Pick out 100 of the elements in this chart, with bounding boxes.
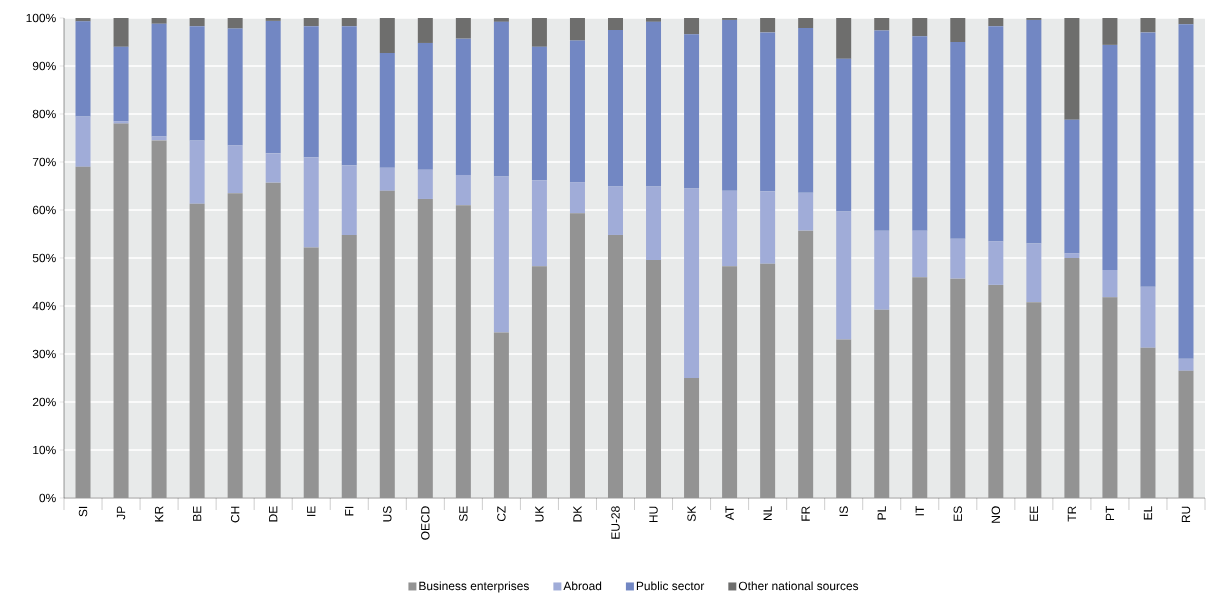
bar [836, 211, 852, 340]
bar [227, 193, 243, 498]
bar [531, 18, 547, 47]
bar [265, 18, 281, 21]
bar [531, 266, 547, 498]
bar [607, 186, 623, 235]
bar [569, 40, 585, 183]
bar [607, 18, 623, 30]
x-tick-label: JP [116, 506, 126, 520]
bar [874, 30, 890, 231]
bar [569, 213, 585, 498]
bar [417, 169, 433, 199]
bar [151, 23, 167, 137]
bar [684, 378, 700, 498]
bar [684, 34, 700, 189]
bar [379, 190, 395, 498]
x-tick-label: AT [725, 506, 734, 521]
bar [646, 18, 662, 22]
x-tick-label: SE [459, 506, 468, 522]
bar [798, 18, 814, 29]
bar [950, 278, 966, 498]
bar [151, 140, 167, 498]
bar [189, 18, 205, 27]
bar [531, 180, 547, 267]
bar [798, 192, 814, 231]
x-tick-label: DE [269, 506, 278, 522]
y-tick-label: 0% [39, 493, 56, 503]
bar [836, 339, 852, 498]
bar [189, 203, 205, 498]
bar [1102, 270, 1118, 298]
y-tick-label: 30% [32, 349, 56, 359]
bar [1178, 24, 1194, 359]
y-tick-label: 60% [32, 205, 56, 215]
y-tick-label: 50% [32, 253, 56, 263]
bar [417, 198, 433, 498]
bar [227, 28, 243, 146]
bar [988, 241, 1004, 285]
bar [455, 205, 471, 498]
bar [1064, 253, 1080, 258]
x-tick-label: EL [1143, 506, 1153, 520]
bar [265, 182, 281, 498]
x-tick-label: FI [345, 506, 354, 516]
bar [455, 18, 471, 39]
bar [1026, 19, 1042, 244]
bar [646, 21, 662, 187]
bar [303, 157, 319, 248]
bar [531, 46, 547, 181]
x-tick-label: PT [1105, 506, 1115, 521]
bar [493, 21, 509, 177]
x-tick-label: RU [1181, 506, 1191, 523]
y-tick-label: 20% [32, 397, 56, 407]
bar [265, 20, 281, 154]
bar [75, 116, 91, 167]
bar [836, 18, 852, 59]
bar [722, 266, 738, 498]
x-tick-label: HU [649, 506, 658, 523]
x-tick-label: EE [1029, 506, 1038, 521]
x-tick-label: IS [839, 506, 848, 516]
bar [798, 28, 814, 193]
bar [303, 18, 319, 27]
bar [417, 18, 433, 43]
bar [341, 165, 357, 235]
bar [303, 26, 319, 158]
bar [1026, 243, 1042, 303]
legend-label: Public sector [636, 581, 705, 591]
bar [189, 26, 205, 141]
legend-label: Abroad [563, 581, 602, 591]
bar [1102, 44, 1118, 270]
bar [950, 18, 966, 42]
bar [836, 58, 852, 212]
bar [341, 26, 357, 166]
x-tick-label: UK [535, 505, 544, 522]
bar [760, 32, 776, 192]
bar [341, 18, 357, 27]
y-tick-label: 40% [32, 301, 56, 311]
x-tick-label: BE [193, 506, 202, 521]
x-tick-label: SK [687, 505, 696, 522]
x-tick-label: IT [915, 506, 924, 516]
y-tick-label: 100% [26, 13, 56, 23]
bar [722, 190, 738, 267]
x-tick-label: CZ [497, 506, 506, 522]
bar [1178, 370, 1194, 498]
bar [341, 234, 357, 498]
bar [988, 18, 1004, 27]
bar [988, 26, 1004, 242]
legend-label: Other national sources [738, 581, 859, 591]
x-tick-label: IE [307, 506, 316, 516]
bar [75, 18, 91, 22]
bar [874, 18, 890, 31]
bar [1064, 119, 1080, 254]
bar [1026, 302, 1042, 498]
bar [113, 123, 129, 498]
bar [684, 188, 700, 378]
bar [1102, 18, 1118, 45]
x-tick-label: CH [230, 506, 240, 523]
x-tick-label: US [383, 506, 392, 522]
x-tick-label: EU-28 [611, 506, 620, 539]
x-tick-label: FR [801, 506, 810, 521]
bar [379, 53, 395, 168]
legend-label: Business enterprises [419, 581, 529, 593]
